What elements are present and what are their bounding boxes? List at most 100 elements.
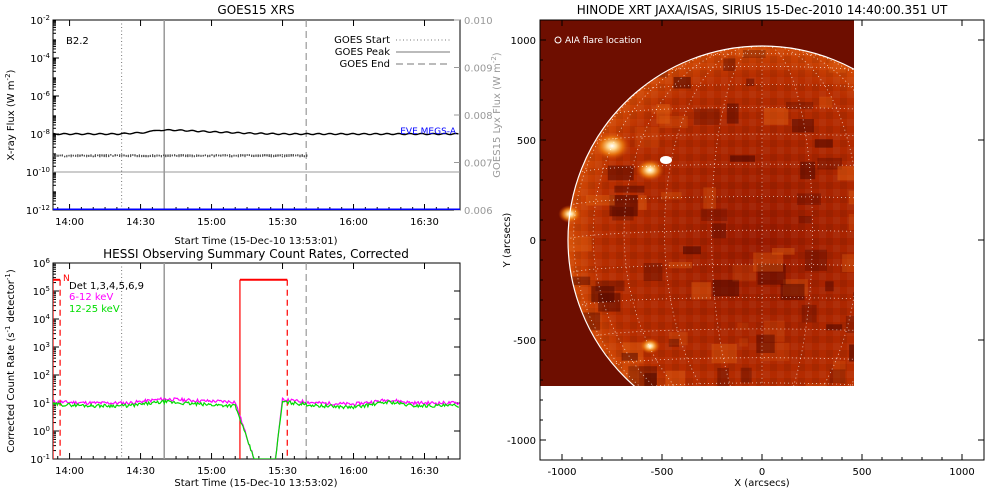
goes-x-tick-label: 15:30 xyxy=(268,217,297,228)
lyx-sample xyxy=(55,155,57,158)
xrt-texture-block xyxy=(826,324,843,331)
lyx-sample xyxy=(281,154,283,156)
xrt-texture-block xyxy=(730,155,756,162)
lyx-sample xyxy=(143,155,145,157)
lyx-sample xyxy=(185,155,187,158)
lyx-sample xyxy=(66,155,68,158)
lyx-sample xyxy=(268,154,270,156)
lyx-sample xyxy=(178,154,180,156)
lyx-sample xyxy=(99,154,101,156)
lyx-sample xyxy=(196,155,198,157)
xrt-texture-block xyxy=(703,187,716,210)
goes-right-tick-label: 0.010 xyxy=(464,16,493,27)
goes-long-channel-line xyxy=(53,128,459,136)
goes-class-label: B2.2 xyxy=(66,36,89,47)
lyx-sample xyxy=(215,154,217,156)
lyx-sample xyxy=(257,154,259,156)
xrt-texture-block xyxy=(772,248,795,255)
longitude-line xyxy=(711,46,763,386)
lyx-sample xyxy=(204,154,206,157)
lyx-sample xyxy=(75,154,77,157)
xrt-texture-block xyxy=(665,370,685,386)
hessi-plot-frame xyxy=(52,262,461,460)
hessi-night-intervals xyxy=(53,278,288,459)
xrt-texture-block xyxy=(656,104,670,124)
lyx-sample xyxy=(233,155,235,157)
goes-y-label: X-ray Flux (W m-2) xyxy=(4,69,17,160)
lyx-sample xyxy=(169,154,171,156)
lyx-sample xyxy=(154,155,156,157)
lyx-sample xyxy=(257,155,259,158)
goes-x-tick-label: 16:00 xyxy=(339,217,368,228)
lyx-sample xyxy=(165,155,167,158)
lyx-sample xyxy=(202,154,204,157)
lyx-sample xyxy=(251,155,253,157)
xrt-texture-block xyxy=(691,282,711,300)
lyx-sample xyxy=(90,154,92,156)
lyx-sample xyxy=(127,155,129,157)
lyx-sample xyxy=(88,154,90,157)
xrt-texture-block xyxy=(585,195,615,206)
xrt-texture-block xyxy=(717,367,729,386)
xrt-y-tick-label: 500 xyxy=(517,136,536,147)
lyx-sample xyxy=(189,155,191,157)
xrt-texture-block xyxy=(711,344,737,364)
lyx-sample xyxy=(218,155,220,157)
hessi-y-label: Corrected Count Rate (s-1 detector-1) xyxy=(4,269,17,453)
xrt-texture-block xyxy=(796,193,821,205)
lyx-sample xyxy=(81,154,83,156)
lyx-sample xyxy=(297,154,299,156)
lyx-sample xyxy=(141,154,143,157)
lyx-sample xyxy=(279,154,281,156)
xrt-texture-block xyxy=(825,281,834,292)
lyx-sample xyxy=(303,155,305,158)
xrt-texture-block xyxy=(842,254,854,272)
lyx-sample xyxy=(77,154,79,156)
lyx-sample xyxy=(297,155,299,157)
lyx-sample xyxy=(138,154,140,156)
lyx-sample xyxy=(167,155,169,157)
lyx-sample xyxy=(248,154,250,156)
lyx-sample xyxy=(167,154,169,157)
lyx-sample xyxy=(57,155,59,157)
lyx-sample xyxy=(53,154,55,156)
lyx-sample xyxy=(90,155,92,157)
xrt-texture-block xyxy=(743,50,766,58)
lyx-sample xyxy=(191,154,193,157)
xrt-texture-block xyxy=(798,216,812,224)
lyx-sample xyxy=(306,154,308,156)
lyx-sample xyxy=(79,155,81,157)
xrt-texture-block xyxy=(760,342,790,362)
lyx-sample xyxy=(70,154,72,157)
xrt-texture-block xyxy=(737,46,767,57)
xrt-texture-block xyxy=(712,279,740,297)
legend-12-25-kev: 12-25 keV xyxy=(69,304,120,315)
lyx-sample xyxy=(253,154,255,157)
xrt-texture-block xyxy=(591,286,615,303)
xrt-texture-block xyxy=(644,373,657,386)
lyx-sample xyxy=(209,155,211,158)
lyx-sample xyxy=(88,155,90,157)
lyx-sample xyxy=(94,155,96,157)
latitude-line xyxy=(569,263,854,274)
lyx-sample xyxy=(275,154,277,156)
lyx-sample xyxy=(134,154,136,157)
xrt-y-tick-label: -500 xyxy=(513,336,536,347)
hessi-y-tick-label: 105 xyxy=(33,285,50,298)
lyx-sample xyxy=(290,154,292,156)
goes-y-tick-label: 10-8 xyxy=(30,128,50,141)
lyx-sample xyxy=(240,154,242,156)
xrt-texture-block xyxy=(740,367,752,383)
hessi-12-25-kev-line xyxy=(53,398,460,459)
xrt-texture-block xyxy=(683,246,701,255)
hessi-x-tick-label: 15:00 xyxy=(197,466,226,477)
lyx-sample xyxy=(176,154,178,157)
xrt-texture-block xyxy=(614,185,645,193)
hessi-x-tick-label: 16:30 xyxy=(410,466,439,477)
xrt-texture-block xyxy=(634,126,660,148)
lyx-sample xyxy=(237,155,239,157)
xrt-texture-block xyxy=(638,195,647,210)
eve-label: EVE MEGS-A xyxy=(400,127,457,137)
lyx-sample xyxy=(132,154,134,156)
